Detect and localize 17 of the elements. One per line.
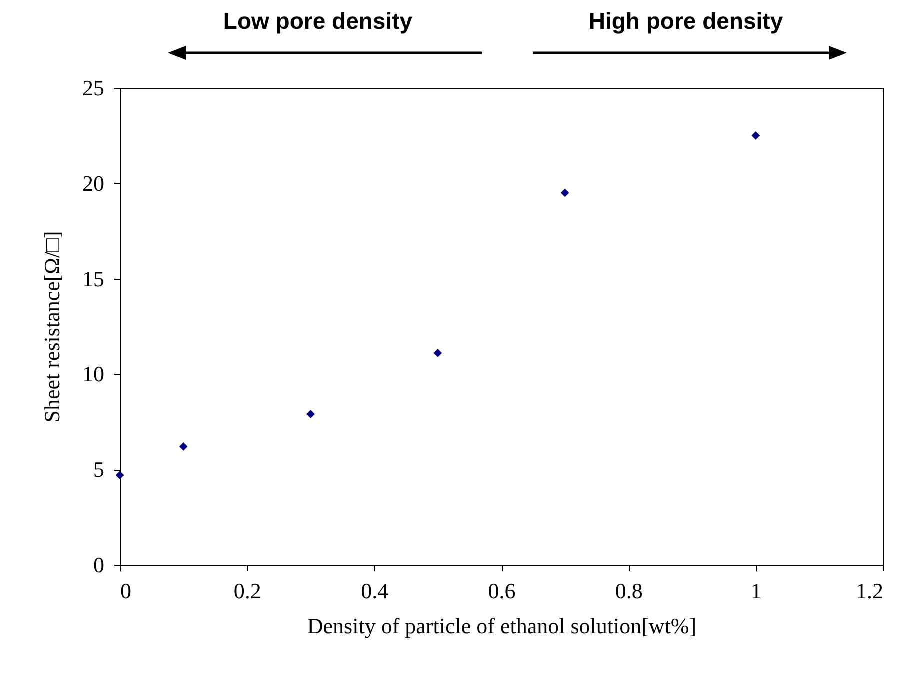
- text: High pore density: [588, 8, 784, 35]
- y-tick-label: 0: [94, 552, 104, 578]
- x-tick-label: 1.2: [856, 578, 884, 604]
- x-tick-label: 1: [750, 578, 762, 604]
- x-tick-label: 0.6: [488, 578, 516, 604]
- x-tick-label: 0.2: [234, 578, 262, 604]
- y-tick-label: 15: [82, 266, 104, 292]
- y-tick-label: 25: [82, 76, 104, 100]
- x-axis-title: Density of particle of ethanol solution[wt%]: [307, 614, 697, 638]
- x-tick-label: 0: [120, 578, 132, 604]
- text: Low pore density: [223, 8, 413, 35]
- y-tick-label: 20: [82, 170, 104, 196]
- x-tick-label: 0.4: [361, 578, 389, 604]
- y-axis-title: Sheet resistance[Ω/□]: [40, 231, 64, 423]
- y-tick-label: 10: [82, 362, 104, 387]
- y-tick-label: 5: [94, 457, 104, 482]
- x-tick-label: 0.8: [615, 578, 643, 604]
